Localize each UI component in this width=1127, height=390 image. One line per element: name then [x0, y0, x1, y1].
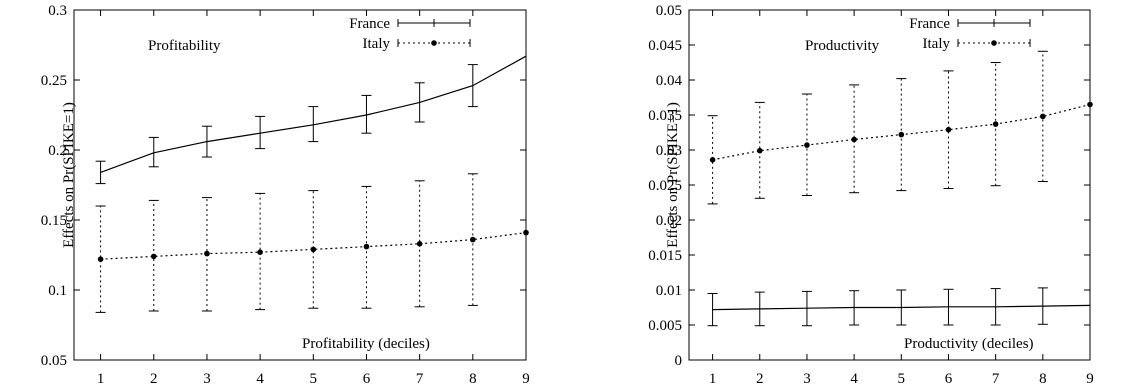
italy-line	[100, 232, 527, 260]
italy-point	[310, 246, 317, 253]
y-tick-label: 0.15	[41, 213, 67, 229]
italy-point	[204, 250, 210, 257]
y-tick-label: 0.05	[656, 3, 682, 19]
y-tick-label: 0.045	[648, 38, 682, 54]
italy-point	[416, 241, 423, 247]
x-tick-label: 7	[416, 371, 424, 387]
chart-profitability: 0.05 0.1 0.15 0.2 0.25 0.3 1 2 3 4 5 6 7 8 9 France Ital…	[41, 3, 530, 387]
y-tick-label: 0.025	[648, 178, 682, 194]
x-tick-label: 1	[97, 371, 105, 387]
y-tick-label: 0.03	[656, 143, 682, 159]
y-tick-label: 0.05	[41, 353, 67, 369]
y-tick-label: 0.2	[48, 143, 67, 159]
italy-point	[992, 121, 999, 127]
x-tick-label: 5	[310, 371, 318, 387]
x-tick-label: 6	[945, 371, 953, 387]
italy-point	[804, 142, 810, 148]
y-tick-label: 0.04	[656, 73, 683, 89]
italy-point	[523, 229, 529, 236]
italy-point	[363, 243, 370, 250]
chart-title: Productivity	[805, 38, 880, 54]
x-tick-label: 5	[898, 371, 906, 387]
legend-marker-italy	[991, 40, 997, 46]
x-tick-label: 3	[803, 371, 811, 387]
italy-point	[1040, 113, 1046, 120]
x-tick-label: 9	[522, 371, 530, 387]
x-tick-label: 8	[1039, 371, 1047, 387]
x-tick-label: 2	[150, 371, 158, 387]
italy-point	[756, 147, 763, 154]
italy-point	[470, 236, 476, 243]
y-tick-label: 0.015	[648, 248, 682, 264]
y-tick-label: 0.01	[656, 283, 682, 299]
legend-label-france: France	[349, 16, 390, 32]
france-line	[712, 304, 1091, 311]
y-tick-label: 0.3	[48, 3, 67, 19]
x-tick-label: 6	[363, 371, 371, 387]
y-tick-label: 0.02	[656, 213, 682, 229]
italy-point	[898, 131, 905, 138]
italy-point	[150, 253, 157, 260]
legend-label-italy: Italy	[923, 36, 951, 52]
italy-point	[945, 126, 952, 133]
france-line	[100, 55, 527, 173]
x-tick-label: 3	[203, 371, 211, 387]
chart-title: Profitability	[148, 38, 221, 54]
x-tick-label: 9	[1086, 371, 1094, 387]
y-tick-label: 0.1	[48, 283, 67, 299]
x-tick-label: 4	[256, 371, 264, 387]
y-tick-label: 0.035	[648, 108, 682, 124]
x-tick-label: 7	[992, 371, 1000, 387]
x-tick-label: 2	[756, 371, 764, 387]
y-tick-label: 0.25	[41, 73, 67, 89]
legend-label-france: France	[909, 16, 950, 32]
italy-point	[97, 256, 104, 263]
x-axis-label: Profitability (deciles)	[302, 336, 430, 352]
x-tick-label: 1	[709, 371, 717, 387]
italy-point	[1087, 101, 1093, 108]
y-axis-label: Effects on Pr(SPIKE=1)	[665, 102, 681, 248]
legend-marker-italy	[431, 40, 437, 46]
y-tick-label: 0	[675, 353, 683, 369]
italy-point	[851, 136, 857, 143]
x-tick-label: 4	[850, 371, 858, 387]
y-tick-label: 0.005	[648, 318, 682, 334]
x-tick-label: 8	[469, 371, 477, 387]
x-axis-label: Productivity (deciles)	[904, 336, 1034, 352]
chart-productivity: 0 0.005 0.01 0.015 0.02 0.025 0.03 0.035 0.04 0.0…	[648, 3, 1094, 387]
italy-point	[257, 249, 263, 255]
legend-label-italy: Italy	[363, 36, 391, 52]
y-axis-label: Effects on Pr(SPIKE=1)	[61, 102, 77, 248]
plot-frame	[73, 9, 527, 361]
italy-point	[709, 157, 716, 163]
